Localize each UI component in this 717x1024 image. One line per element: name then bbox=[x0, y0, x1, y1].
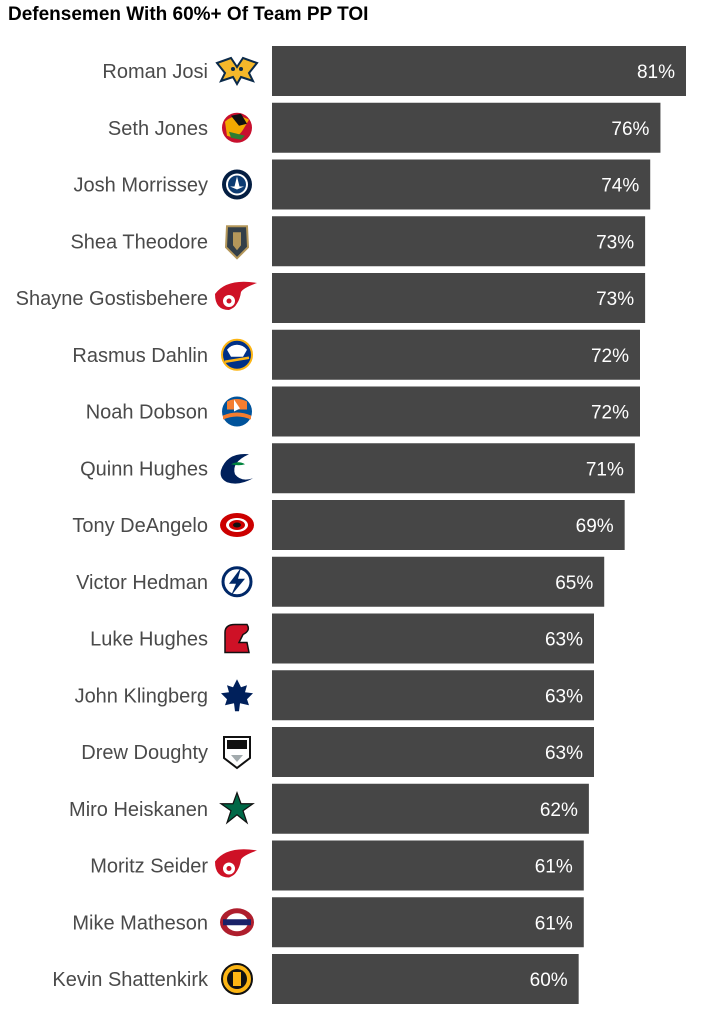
value-label: 69% bbox=[576, 516, 614, 537]
bar bbox=[272, 500, 625, 550]
blackhawks-logo-icon bbox=[222, 112, 252, 143]
value-label: 76% bbox=[611, 119, 649, 140]
lightning-logo-icon bbox=[221, 566, 253, 598]
bar bbox=[272, 386, 640, 437]
bar bbox=[272, 556, 605, 607]
hurricanes-logo-icon bbox=[220, 513, 254, 537]
value-label: 73% bbox=[596, 289, 634, 310]
category-label: Josh Morrissey bbox=[74, 175, 208, 197]
category-label: John Klingberg bbox=[75, 685, 208, 707]
category-label: Quinn Hughes bbox=[80, 458, 208, 480]
bar bbox=[272, 897, 584, 948]
red-wings-logo-icon bbox=[215, 849, 257, 878]
value-label: 74% bbox=[601, 176, 639, 197]
category-label: Miro Heiskanen bbox=[69, 799, 208, 821]
value-label: 72% bbox=[591, 403, 629, 424]
category-label: Seth Jones bbox=[108, 118, 208, 140]
bar bbox=[272, 329, 640, 380]
value-label: 63% bbox=[545, 686, 583, 707]
bar bbox=[272, 783, 589, 834]
category-label: Roman Josi bbox=[102, 61, 208, 83]
value-label: 61% bbox=[535, 857, 573, 878]
bar bbox=[272, 727, 594, 777]
red-wings-logo-icon bbox=[215, 281, 257, 310]
value-label: 61% bbox=[535, 913, 573, 934]
category-label: Moritz Seider bbox=[90, 856, 208, 878]
bar bbox=[272, 273, 646, 323]
sabres-logo-icon bbox=[221, 338, 253, 371]
canucks-logo-icon bbox=[220, 454, 253, 484]
value-label: 81% bbox=[637, 62, 675, 83]
canadiens-logo-icon bbox=[220, 908, 254, 937]
bar bbox=[272, 670, 594, 721]
category-label: Mike Matheson bbox=[72, 912, 208, 934]
jets-logo-icon bbox=[222, 169, 252, 200]
bar bbox=[272, 216, 646, 267]
bar bbox=[272, 159, 651, 210]
devils-logo-icon bbox=[224, 623, 250, 654]
value-label: 65% bbox=[555, 573, 593, 594]
bar bbox=[272, 840, 584, 891]
value-label: 63% bbox=[545, 630, 583, 651]
value-label: 72% bbox=[591, 346, 629, 367]
chart-title: Defensemen With 60%+ Of Team PP TOI bbox=[8, 4, 369, 25]
value-label: 73% bbox=[596, 232, 634, 253]
category-label: Drew Doughty bbox=[81, 742, 208, 764]
category-label: Kevin Shattenkirk bbox=[52, 969, 209, 991]
category-label: Noah Dobson bbox=[86, 402, 208, 424]
category-label: Rasmus Dahlin bbox=[72, 345, 208, 367]
value-label: 63% bbox=[545, 743, 583, 764]
bar bbox=[272, 102, 661, 153]
maple-leafs-logo-icon bbox=[221, 679, 253, 712]
stars-logo-icon bbox=[219, 790, 255, 825]
bar bbox=[272, 954, 579, 1004]
bar bbox=[272, 443, 635, 494]
value-label: 71% bbox=[586, 459, 624, 480]
bar bbox=[272, 46, 686, 96]
islanders-logo-icon bbox=[222, 396, 252, 427]
golden-knights-logo-icon bbox=[224, 225, 250, 260]
category-label: Shayne Gostisbehere bbox=[16, 288, 208, 310]
value-label: 62% bbox=[540, 800, 578, 821]
category-label: Shea Theodore bbox=[70, 231, 208, 253]
category-label: Luke Hughes bbox=[90, 629, 208, 651]
bar bbox=[272, 613, 594, 664]
value-label: 60% bbox=[530, 970, 568, 991]
bruins-logo-icon bbox=[221, 963, 253, 995]
category-label: Victor Hedman bbox=[76, 572, 208, 594]
predators-logo-icon bbox=[215, 56, 259, 87]
kings-logo-icon bbox=[223, 736, 251, 770]
category-label: Tony DeAngelo bbox=[72, 515, 208, 537]
